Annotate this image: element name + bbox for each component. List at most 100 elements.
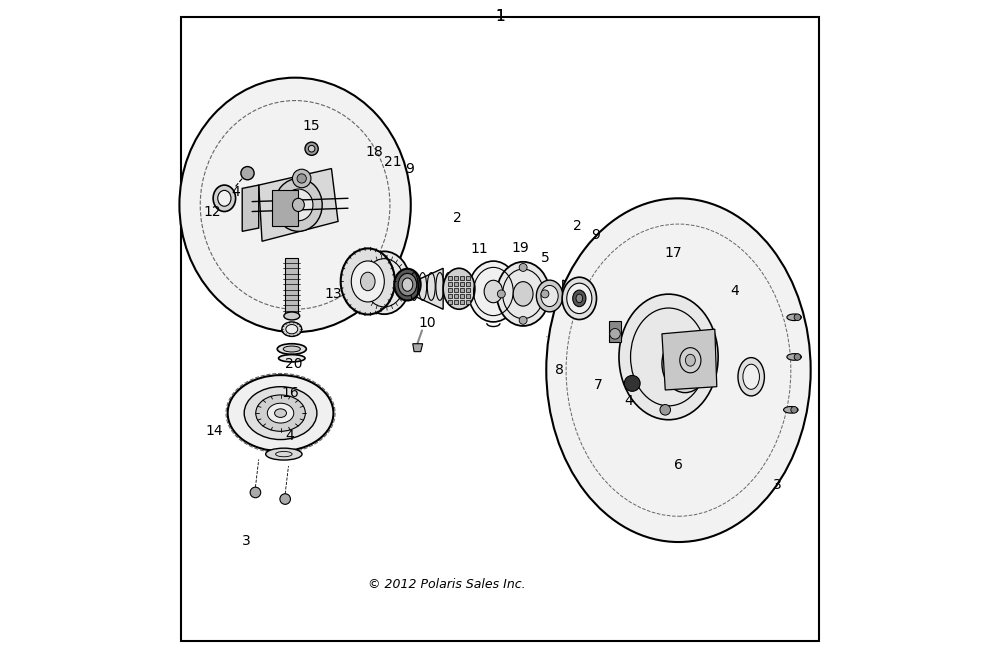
Ellipse shape	[361, 272, 375, 291]
Text: 7: 7	[593, 377, 602, 392]
Text: 10: 10	[418, 315, 436, 330]
Ellipse shape	[619, 294, 718, 420]
Text: 12: 12	[203, 204, 221, 219]
Ellipse shape	[275, 178, 322, 231]
Ellipse shape	[266, 448, 302, 460]
Ellipse shape	[738, 358, 764, 396]
Ellipse shape	[567, 283, 592, 313]
Circle shape	[519, 317, 527, 325]
Polygon shape	[662, 329, 717, 390]
Circle shape	[624, 375, 640, 391]
Circle shape	[610, 329, 620, 339]
Ellipse shape	[286, 325, 298, 334]
Ellipse shape	[267, 403, 294, 423]
Text: 4: 4	[625, 394, 633, 408]
Bar	[466, 288, 470, 292]
Text: 19: 19	[511, 241, 529, 255]
Bar	[466, 294, 470, 298]
Circle shape	[660, 405, 671, 415]
Text: 1: 1	[495, 9, 505, 24]
Bar	[454, 276, 458, 280]
Ellipse shape	[743, 364, 759, 389]
Bar	[448, 288, 452, 292]
Text: 21: 21	[384, 155, 402, 169]
Polygon shape	[242, 185, 259, 231]
Bar	[460, 282, 464, 286]
Bar	[285, 258, 298, 314]
Bar	[448, 300, 452, 304]
Circle shape	[241, 167, 254, 180]
Ellipse shape	[685, 354, 695, 366]
Bar	[466, 276, 470, 280]
Text: 20: 20	[285, 356, 303, 371]
Polygon shape	[413, 268, 443, 309]
Bar	[272, 190, 298, 226]
Ellipse shape	[359, 251, 410, 314]
Ellipse shape	[244, 387, 317, 440]
Ellipse shape	[275, 408, 286, 418]
Bar	[448, 294, 452, 298]
Circle shape	[794, 314, 801, 321]
Ellipse shape	[468, 261, 519, 322]
Text: 2: 2	[573, 219, 582, 233]
Polygon shape	[413, 344, 423, 352]
Ellipse shape	[787, 354, 801, 360]
Ellipse shape	[497, 262, 550, 326]
Text: 3: 3	[242, 533, 251, 548]
Ellipse shape	[351, 261, 384, 302]
Text: 11: 11	[470, 242, 488, 256]
Bar	[454, 300, 458, 304]
Bar	[609, 321, 621, 342]
Circle shape	[305, 142, 318, 155]
Text: 13: 13	[325, 287, 342, 301]
Text: 4: 4	[231, 184, 240, 199]
Ellipse shape	[784, 407, 798, 413]
Text: 14: 14	[205, 424, 223, 438]
Circle shape	[791, 407, 797, 413]
Ellipse shape	[284, 312, 300, 320]
Ellipse shape	[292, 198, 304, 212]
Bar	[448, 276, 452, 280]
Ellipse shape	[484, 280, 503, 303]
Bar	[454, 294, 458, 298]
Bar	[466, 300, 470, 304]
Text: 17: 17	[664, 245, 682, 260]
Text: 2: 2	[453, 211, 461, 225]
Ellipse shape	[576, 294, 583, 303]
Ellipse shape	[662, 334, 708, 393]
Ellipse shape	[341, 249, 395, 315]
Text: 9: 9	[591, 227, 600, 242]
Ellipse shape	[398, 274, 417, 296]
Bar	[454, 282, 458, 286]
Polygon shape	[259, 169, 338, 241]
Ellipse shape	[277, 344, 306, 354]
Ellipse shape	[213, 185, 236, 212]
Ellipse shape	[179, 78, 411, 332]
Ellipse shape	[787, 314, 801, 321]
Ellipse shape	[562, 277, 597, 319]
Polygon shape	[563, 280, 589, 312]
Circle shape	[297, 174, 306, 183]
Text: 6: 6	[674, 457, 683, 472]
Bar	[460, 294, 464, 298]
Ellipse shape	[513, 282, 533, 306]
Ellipse shape	[680, 348, 701, 373]
Text: 1: 1	[495, 9, 505, 24]
Bar	[448, 282, 452, 286]
Bar	[460, 276, 464, 280]
Circle shape	[308, 145, 315, 152]
Text: 15: 15	[303, 118, 320, 133]
Text: 4: 4	[285, 429, 294, 444]
Text: 18: 18	[366, 145, 383, 159]
Text: 4: 4	[730, 284, 739, 298]
Circle shape	[541, 290, 549, 298]
Text: 3: 3	[773, 477, 782, 492]
Ellipse shape	[541, 286, 558, 307]
Circle shape	[519, 264, 527, 272]
Ellipse shape	[279, 354, 305, 362]
Ellipse shape	[573, 290, 586, 307]
Ellipse shape	[546, 198, 811, 542]
Ellipse shape	[282, 322, 302, 336]
Circle shape	[280, 494, 290, 504]
Text: 16: 16	[282, 386, 299, 401]
